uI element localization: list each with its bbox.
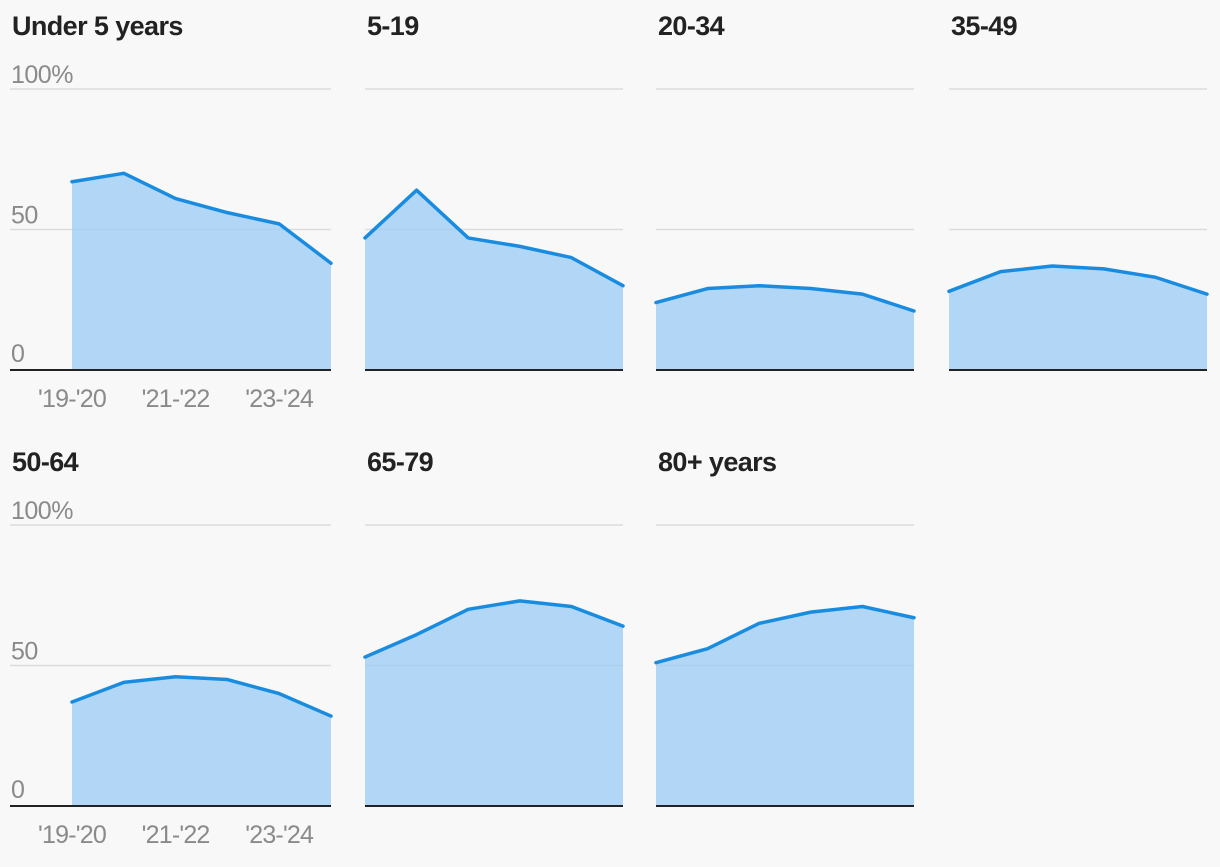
panel-title: 35-49 (951, 11, 1018, 41)
y-tick-label: 0 (11, 340, 24, 368)
y-tick-label: 100% (11, 61, 73, 89)
y-tick-label: 50 (11, 638, 38, 666)
x-tick-label: '19-'20 (38, 821, 106, 849)
x-tick-label: '21-'22 (142, 385, 210, 413)
panel-3: 20-34 (656, 11, 914, 370)
panel-title: 65-79 (367, 447, 434, 477)
y-tick-label: 50 (11, 202, 38, 230)
panel-2: 5-19 (365, 11, 623, 370)
panel-6: 65-79 (365, 447, 623, 806)
panel-title: 5-19 (367, 11, 419, 41)
panel-5: 50-64 100% 50 0 '19-'20 '21-'22 '23-'24 (10, 447, 331, 849)
x-tick-label: '19-'20 (38, 385, 106, 413)
series-area (656, 606, 914, 806)
panel-4: 35-49 (949, 11, 1207, 370)
panel-title: 80+ years (658, 447, 776, 477)
series-area (72, 677, 331, 806)
series-area (365, 190, 623, 370)
x-tick-label: '21-'22 (142, 821, 210, 849)
series-area (72, 173, 331, 370)
panel-7: 80+ years (656, 447, 914, 806)
y-tick-label: 0 (11, 776, 24, 804)
x-tick-label: '23-'24 (245, 385, 314, 413)
panel-1: Under 5 years 100% 50 0 '19-'20 '21-'22 '23-'2… (10, 11, 331, 413)
panel-title: Under 5 years (12, 11, 183, 41)
panel-title: 20-34 (658, 11, 725, 41)
series-area (365, 601, 623, 806)
panel-title: 50-64 (12, 447, 79, 477)
x-tick-label: '23-'24 (245, 821, 314, 849)
y-tick-label: 100% (11, 497, 73, 525)
